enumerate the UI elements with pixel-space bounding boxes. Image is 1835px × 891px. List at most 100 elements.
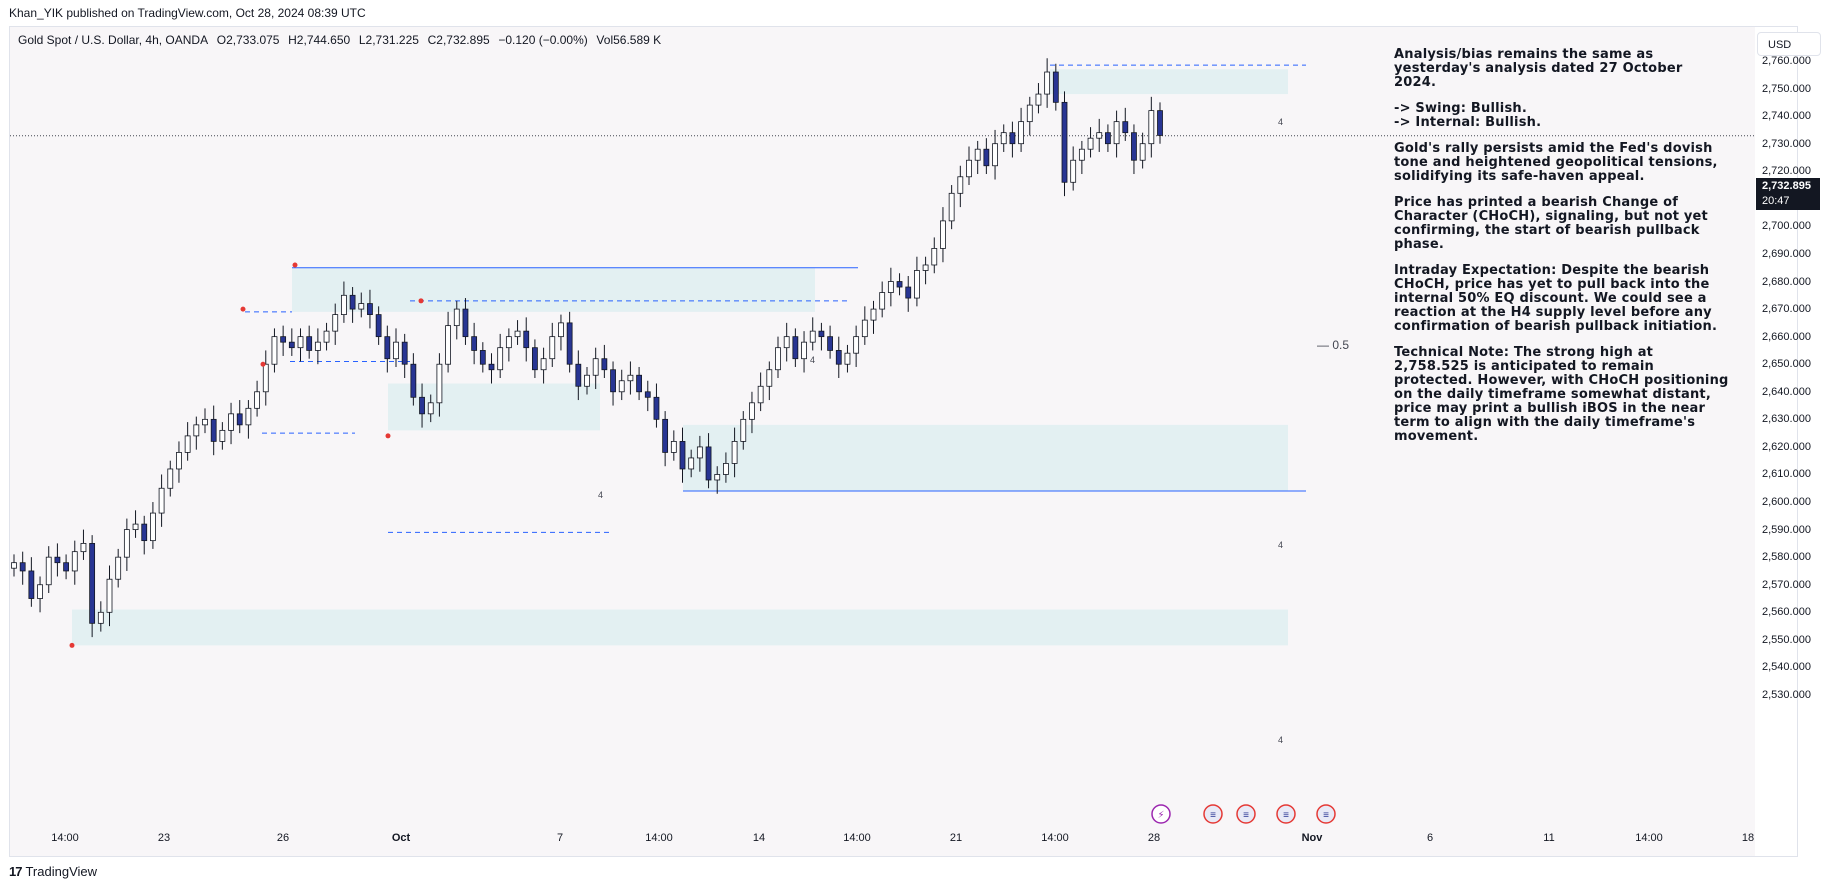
price-tick-label: 2,580.000 <box>1762 551 1811 564</box>
bear-candle <box>1009 132 1016 145</box>
bull-candle <box>931 248 938 266</box>
bear-candle <box>1157 110 1163 136</box>
zone-label: 4 <box>1278 540 1284 550</box>
bear-candle <box>1061 101 1068 183</box>
bull-candle <box>158 487 165 514</box>
bull-candle <box>618 380 625 393</box>
bull-candle <box>271 336 278 365</box>
bull-candle <box>436 363 443 404</box>
bull-candle <box>11 562 17 569</box>
bear-candle <box>375 314 382 338</box>
price-tick-label: 2,560.000 <box>1762 606 1811 619</box>
last-price-tag: 2,732.895 20:47 <box>1756 178 1820 210</box>
bull-candle <box>97 611 104 624</box>
price-tick-label: 2,610.000 <box>1762 468 1811 481</box>
bull-candle <box>740 418 747 442</box>
price-tick-label: 2,680.000 <box>1762 275 1811 288</box>
swing-point-marker <box>385 433 391 439</box>
eq-half-label: — 0.5 <box>1317 338 1350 352</box>
bull-candle <box>445 325 451 365</box>
bear-candle <box>575 363 582 387</box>
bull-candle <box>844 352 851 365</box>
bull-candle <box>1113 121 1120 145</box>
bull-candle <box>809 330 816 343</box>
bull-candle <box>549 336 556 360</box>
price-tick-label: 2,570.000 <box>1762 578 1811 591</box>
price-tick-label: 2,590.000 <box>1762 523 1811 536</box>
bull-candle <box>558 322 564 338</box>
bear-candle <box>653 396 660 420</box>
bear-candle <box>280 336 287 343</box>
bear-candle <box>419 396 425 415</box>
zone-label: 4 <box>1278 735 1284 745</box>
bull-candle <box>132 523 139 531</box>
bull-candle <box>71 551 78 572</box>
time-tick-label: 28 <box>1147 832 1161 844</box>
bull-candle <box>1018 121 1024 145</box>
bull-candle <box>193 424 200 437</box>
bear-candle <box>349 294 356 310</box>
publisher-line: Khan_YIK published on TradingView.com, O… <box>9 6 366 20</box>
us-flag-icon[interactable]: ≡ <box>1203 804 1223 824</box>
bear-candle <box>410 363 417 398</box>
bear-candle <box>306 336 313 351</box>
bear-candle <box>236 413 243 426</box>
bull-candle <box>783 336 790 349</box>
bull-candle <box>966 159 972 178</box>
bear-candle <box>1052 71 1059 103</box>
bull-candle <box>1026 104 1033 123</box>
time-tick-label: Nov <box>1301 832 1323 844</box>
zone-demand <box>683 424 1288 492</box>
bull-candle <box>766 369 773 387</box>
tradingview-logo-icon: 17 <box>9 864 23 879</box>
bull-candle <box>1070 159 1077 183</box>
bear-candle <box>1122 121 1129 134</box>
bear-candle <box>532 347 538 371</box>
bull-candle <box>254 391 260 409</box>
bear-candle <box>89 542 96 624</box>
legend-close: C2,732.895 <box>427 33 490 47</box>
bear-candle <box>462 308 469 338</box>
bull-candle <box>202 418 208 426</box>
bull-candle <box>853 336 860 354</box>
price-tick-label: 2,730.000 <box>1762 137 1811 150</box>
bear-candle <box>827 336 833 351</box>
us-flag-icon[interactable]: ≡ <box>1236 804 1256 824</box>
tradingview-footer[interactable]: 17 TradingView <box>9 864 97 879</box>
bull-candle <box>670 440 677 453</box>
bear-candle <box>63 562 69 572</box>
currency-button[interactable]: USD <box>1757 32 1821 56</box>
bear-candle <box>644 391 651 398</box>
bull-candle <box>1035 93 1042 106</box>
bull-candle <box>723 463 729 475</box>
us-flag-icon[interactable]: ≡ <box>1276 804 1296 824</box>
bear-candle <box>983 148 990 167</box>
time-tick-label: 7 <box>556 832 564 844</box>
legend-low: L2,731.225 <box>358 33 419 47</box>
price-tick-label: 2,600.000 <box>1762 496 1811 509</box>
candlestick-chart[interactable]: ⚡ ≡ ≡ ≡ ≡ <box>10 27 1755 856</box>
svg-text:≡: ≡ <box>1243 810 1249 821</box>
zone-label: 4 <box>810 355 816 365</box>
bull-candle <box>584 374 590 387</box>
bear-candle <box>28 570 35 599</box>
zone-label: 4 <box>598 490 604 500</box>
us-flag-icon[interactable]: ≡ <box>1316 804 1336 824</box>
bull-candle <box>332 314 339 332</box>
lightning-icon[interactable]: ⚡ <box>1151 804 1171 824</box>
bull-candle <box>957 176 964 194</box>
bear-candle <box>610 369 616 393</box>
bull-candle <box>176 452 182 470</box>
bear-candle <box>679 440 686 470</box>
bull-candle <box>1078 148 1085 161</box>
price-tick-label: 2,660.000 <box>1762 330 1811 343</box>
bull-candle <box>341 294 347 316</box>
price-tick-label: 2,720.000 <box>1762 165 1811 178</box>
bull-candle <box>150 512 156 542</box>
symbol-title[interactable]: Gold Spot / U.S. Dollar, 4h, OANDA <box>18 33 209 47</box>
price-tick-label: 2,740.000 <box>1762 110 1811 123</box>
bear-candle <box>19 562 26 572</box>
legend-volume: Vol56.589 K <box>596 33 662 47</box>
bear-candle <box>636 374 642 393</box>
bull-candle <box>514 330 521 338</box>
